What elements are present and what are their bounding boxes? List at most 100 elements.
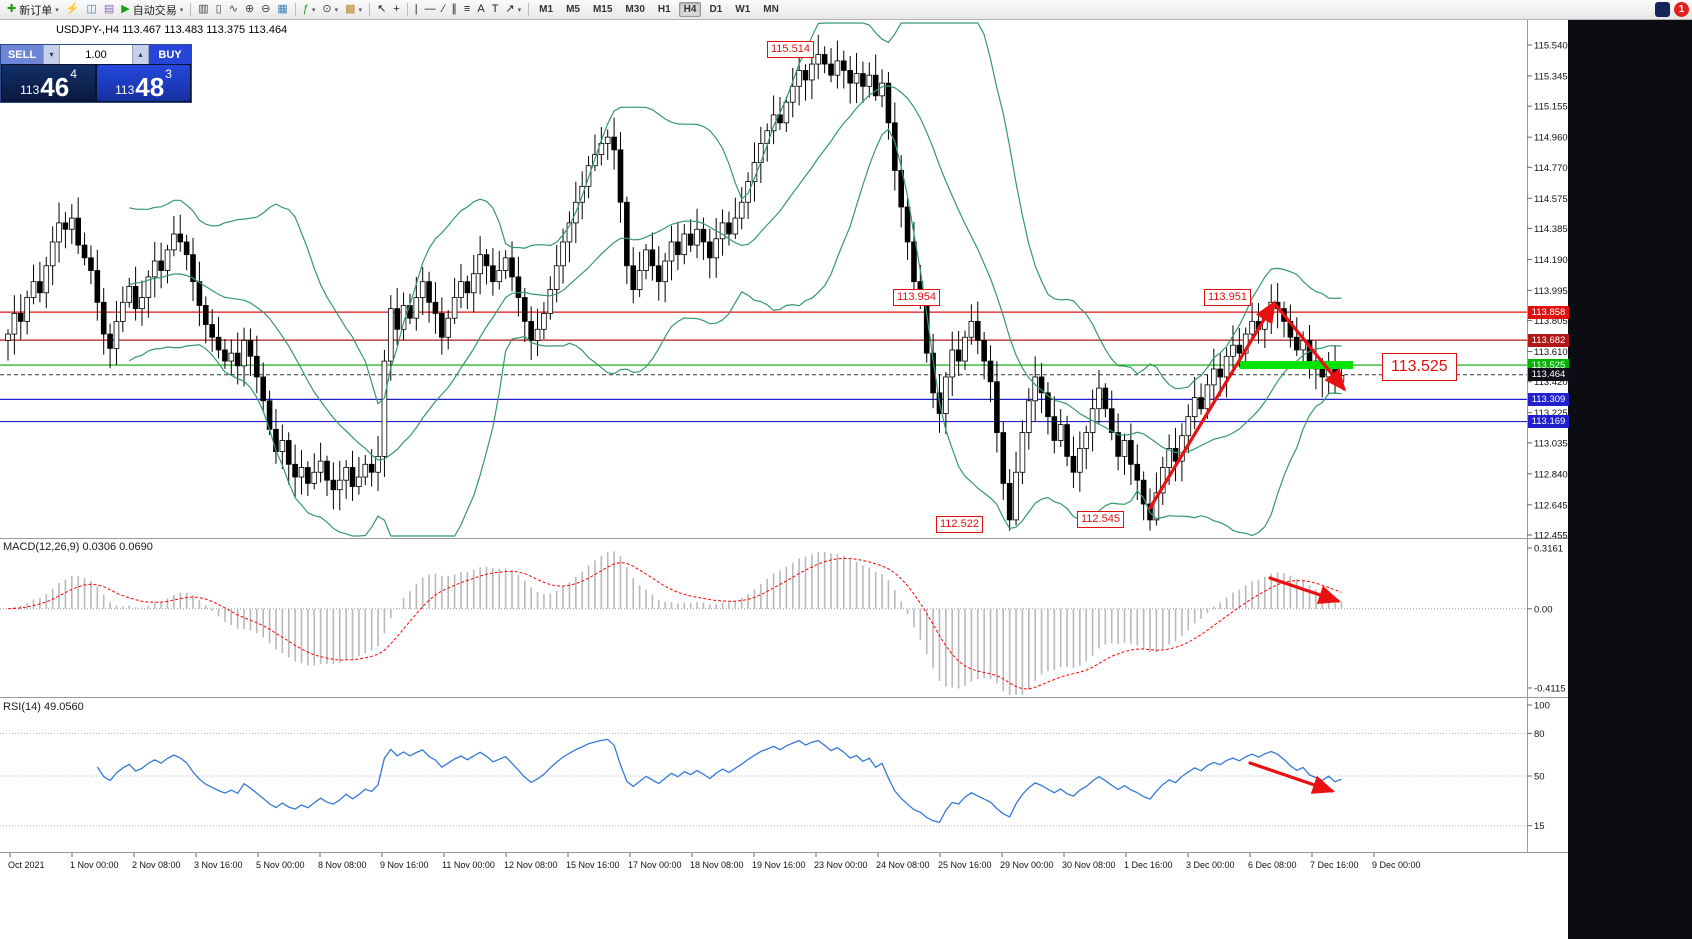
line-chart-icon[interactable]: ∿ (226, 2, 241, 18)
navigator-icon[interactable]: ▤ (101, 2, 117, 18)
price-annotation[interactable]: 115.514 (767, 41, 814, 58)
time-axis-label: 18 Nov 08:00 (690, 860, 744, 870)
candle-body (885, 82, 892, 124)
price-annotation[interactable]: 113.525 (1382, 353, 1457, 381)
timeframe-m30[interactable]: M30 (625, 4, 645, 15)
volume-increase-button[interactable]: ▴ (132, 45, 149, 64)
candle-body (866, 74, 873, 87)
price-axis-label: 112.840 (1534, 469, 1568, 480)
timeframe-d1[interactable]: D1 (709, 4, 723, 15)
candle-body (604, 136, 611, 144)
time-axis-label: 11 Nov 00:00 (442, 860, 495, 870)
metaeditor-icon[interactable]: ⚡ (63, 2, 83, 18)
candle-body (362, 463, 369, 478)
trend-arrow[interactable] (1268, 576, 1342, 604)
support-zone[interactable] (1240, 361, 1353, 370)
timeframe-m1[interactable]: M1 (539, 4, 554, 15)
candle-body (1204, 384, 1211, 410)
text-tool-icon[interactable]: A (474, 2, 487, 18)
candle-body (617, 149, 624, 203)
text-tool-icon: A (477, 3, 485, 15)
candle-body (879, 82, 885, 97)
timeframe-w1[interactable]: W1 (735, 4, 751, 15)
price-axis-label: 115.540 (1534, 41, 1568, 52)
candle-body (700, 228, 707, 243)
tile-windows-icon: ▦ (277, 3, 288, 15)
candle-body (528, 320, 534, 341)
candle-body (987, 360, 994, 383)
price-annotation[interactable]: 112.545 (1077, 511, 1124, 528)
autotrade-button[interactable]: ▶ 自动交易 ▾ (118, 2, 186, 18)
price-annotation[interactable]: 113.951 (1204, 289, 1251, 306)
periods-dropdown-caret[interactable]: ▾ (334, 6, 339, 14)
trend-arrow[interactable] (1274, 303, 1347, 392)
trend-arrow[interactable] (1248, 761, 1336, 794)
buy-button[interactable]: BUY (149, 45, 191, 64)
candle-body (770, 114, 777, 132)
arrows-tool-dropdown-caret[interactable]: ▾ (517, 6, 522, 14)
label-tool-icon[interactable]: T (489, 2, 502, 18)
arrows-tool-icon[interactable]: ↗ ▾ (502, 2, 524, 18)
sell-button[interactable]: SELL (1, 45, 43, 64)
zoom-in-icon[interactable]: ⊕ (242, 2, 257, 18)
buy-price-main: 113 (115, 83, 135, 97)
timeframe-mn[interactable]: MN (763, 4, 779, 15)
candle-body (636, 270, 643, 290)
volume-decrease-button[interactable]: ▾ (43, 45, 60, 64)
tray-app-icon[interactable] (1655, 2, 1670, 17)
toolbar-separator (406, 3, 408, 16)
new-order-dropdown-caret[interactable]: ▾ (55, 6, 59, 14)
time-axis-label: 30 Nov 08:00 (1062, 860, 1116, 870)
candle-body (1051, 416, 1058, 441)
zoom-out-icon[interactable]: ⊖ (258, 2, 273, 18)
crosshair-tool-icon[interactable]: + (390, 2, 402, 18)
bar-chart-icon[interactable]: ▥ (195, 2, 211, 18)
templates-dropdown-caret[interactable]: ▾ (358, 6, 363, 14)
timeframe-h1[interactable]: H1 (657, 4, 671, 15)
candle-body (981, 340, 987, 362)
tile-windows-icon[interactable]: ▦ (274, 2, 290, 18)
timeframe-m15[interactable]: M15 (592, 4, 613, 15)
time-axis-label: 24 Nov 08:00 (876, 860, 930, 870)
candle-body (847, 70, 853, 84)
new-order-button[interactable]: ✚ 新订单 ▾ (4, 2, 62, 18)
trendline-tool-icon[interactable]: ∕ (440, 2, 448, 18)
timeframe-h4[interactable]: H4 (678, 2, 702, 17)
candle-body (649, 249, 656, 267)
candle-body (611, 136, 617, 151)
indicators-dropdown-caret[interactable]: ▾ (311, 6, 316, 14)
vertical-line-tool-icon[interactable]: | (412, 2, 421, 18)
price-annotation[interactable]: 112.522 (936, 516, 983, 533)
volume-input[interactable]: 1.00 (60, 45, 132, 64)
trend-arrow[interactable] (1148, 300, 1276, 510)
crosshair-tool-icon: + (393, 3, 400, 15)
price-axis-label: 115.155 (1534, 102, 1568, 113)
candlestick-chart-icon[interactable]: ▯ (213, 2, 225, 18)
indicators-icon[interactable]: ƒ ▾ (300, 2, 319, 18)
market-watch-icon[interactable]: ◫ (83, 2, 99, 18)
channel-tool-icon[interactable]: ∥ (448, 2, 460, 18)
candle-body (681, 233, 688, 256)
autotrade-dropdown-caret[interactable]: ▾ (179, 6, 184, 14)
candle-body (630, 265, 637, 290)
rsi-axis-label: 15 (1534, 821, 1545, 832)
notification-badge[interactable]: 1 (1674, 2, 1689, 17)
candle-body (758, 143, 764, 163)
price-tag: 113.858 (1528, 305, 1569, 319)
buy-price-sup: 3 (165, 67, 172, 81)
sell-price-button[interactable]: 113 46 4 (2, 65, 95, 101)
candle-body (477, 254, 483, 275)
candle-body (860, 73, 866, 87)
candle-body (1045, 392, 1051, 418)
templates-icon[interactable]: ▩ ▾ (342, 2, 365, 18)
horizontal-line-tool-icon[interactable]: — (422, 2, 439, 18)
candle-body (305, 467, 311, 484)
periods-icon[interactable]: ⊙ ▾ (319, 2, 341, 18)
buy-price-button[interactable]: 113 48 3 (97, 65, 190, 101)
cursor-tool-icon[interactable]: ↖ (374, 2, 389, 18)
price-annotation[interactable]: 113.954 (893, 289, 940, 306)
fibonacci-tool-icon[interactable]: ≡ (461, 2, 473, 18)
candle-body (1121, 440, 1128, 457)
timeframe-m5[interactable]: M5 (566, 4, 580, 15)
